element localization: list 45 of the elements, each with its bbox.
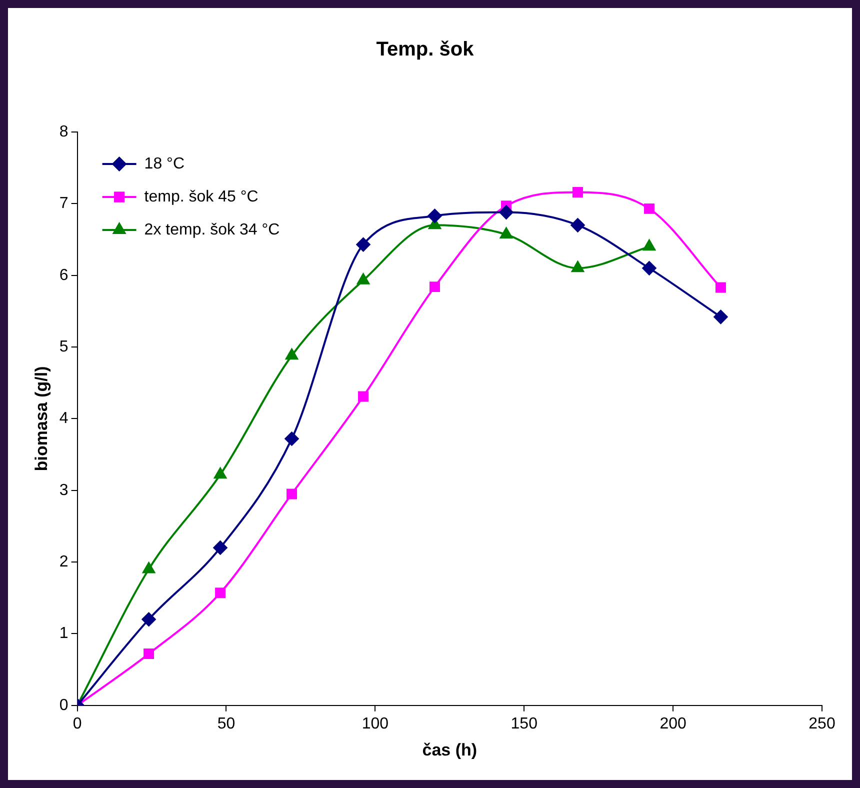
- legend-label: temp. šok 45 °C: [144, 188, 258, 206]
- point: [642, 261, 656, 276]
- y-tick-label: 6: [59, 266, 68, 284]
- point: [570, 218, 585, 232]
- point: [286, 488, 298, 500]
- x-tick-label: 100: [362, 715, 389, 732]
- point: [428, 208, 442, 223]
- x-axis-title: čas (h): [422, 740, 478, 760]
- legend-label: 2x temp. šok 34 °C: [144, 221, 280, 238]
- x-tick-label: 150: [510, 715, 538, 732]
- point: [714, 310, 728, 324]
- point: [214, 468, 226, 479]
- x-tick-label: 0: [72, 715, 82, 732]
- point: [357, 273, 370, 284]
- y-tick-label: 3: [59, 482, 68, 499]
- y-tick-label: 0: [59, 696, 68, 714]
- y-tick-label: 5: [59, 338, 68, 356]
- x-tick-label: 250: [808, 715, 836, 732]
- y-tick-label: 7: [59, 195, 68, 212]
- y-tick-label: 8: [59, 123, 68, 140]
- point: [213, 540, 228, 555]
- point: [358, 391, 369, 402]
- point: [215, 588, 226, 598]
- chart-title: Temp. šok: [376, 38, 475, 61]
- point: [715, 282, 726, 293]
- y-tick-label: 2: [59, 553, 68, 570]
- point: [644, 203, 654, 214]
- point: [499, 205, 514, 220]
- point: [356, 238, 370, 252]
- legend-label: 18 °C: [144, 155, 184, 172]
- point: [572, 186, 583, 198]
- y-axis-title: biomasa (g/l): [32, 366, 51, 472]
- point: [643, 240, 656, 251]
- x-tick-label: 200: [660, 715, 687, 732]
- point: [142, 612, 156, 626]
- y-tick-label: 1: [59, 625, 68, 642]
- point: [572, 261, 584, 272]
- point: [500, 227, 512, 238]
- point: [144, 648, 154, 660]
- point: [430, 282, 440, 292]
- point: [284, 432, 299, 446]
- y-tick-label: 4: [59, 410, 68, 428]
- point: [286, 348, 298, 360]
- point: [142, 562, 155, 574]
- x-tick-label: 50: [217, 715, 236, 732]
